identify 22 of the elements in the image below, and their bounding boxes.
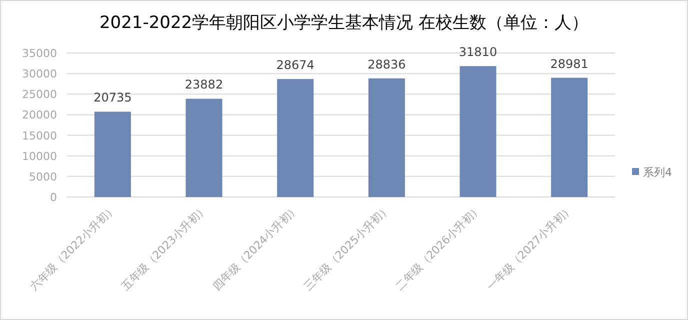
y-tick-label: 5000 <box>29 170 57 184</box>
data-label: 28836 <box>368 57 406 72</box>
bar <box>551 78 588 197</box>
bar <box>460 66 496 197</box>
y-tick-label: 25000 <box>22 88 57 102</box>
data-label: 31810 <box>458 45 498 60</box>
data-label: 20735 <box>94 90 132 105</box>
data-label: 28674 <box>276 58 314 72</box>
bar <box>186 98 222 197</box>
y-tick-label: 20000 <box>22 108 57 122</box>
y-tick-label: 35000 <box>22 47 57 60</box>
chart-title: 2021-2022学年朝阳区小学学生基本情况 在校生数（单位：人） <box>99 13 589 33</box>
y-tick-label: 15000 <box>22 129 57 142</box>
data-label: 23882 <box>184 78 224 92</box>
y-tick-label: 30000 <box>22 68 57 81</box>
y-tick-label: 0 <box>50 191 57 204</box>
data-label: 28981 <box>550 56 588 71</box>
y-tick-label: 10000 <box>22 150 57 163</box>
bar <box>94 112 131 197</box>
legend-label: 系列4 <box>643 166 672 179</box>
bar <box>368 78 405 197</box>
bar <box>277 79 314 197</box>
